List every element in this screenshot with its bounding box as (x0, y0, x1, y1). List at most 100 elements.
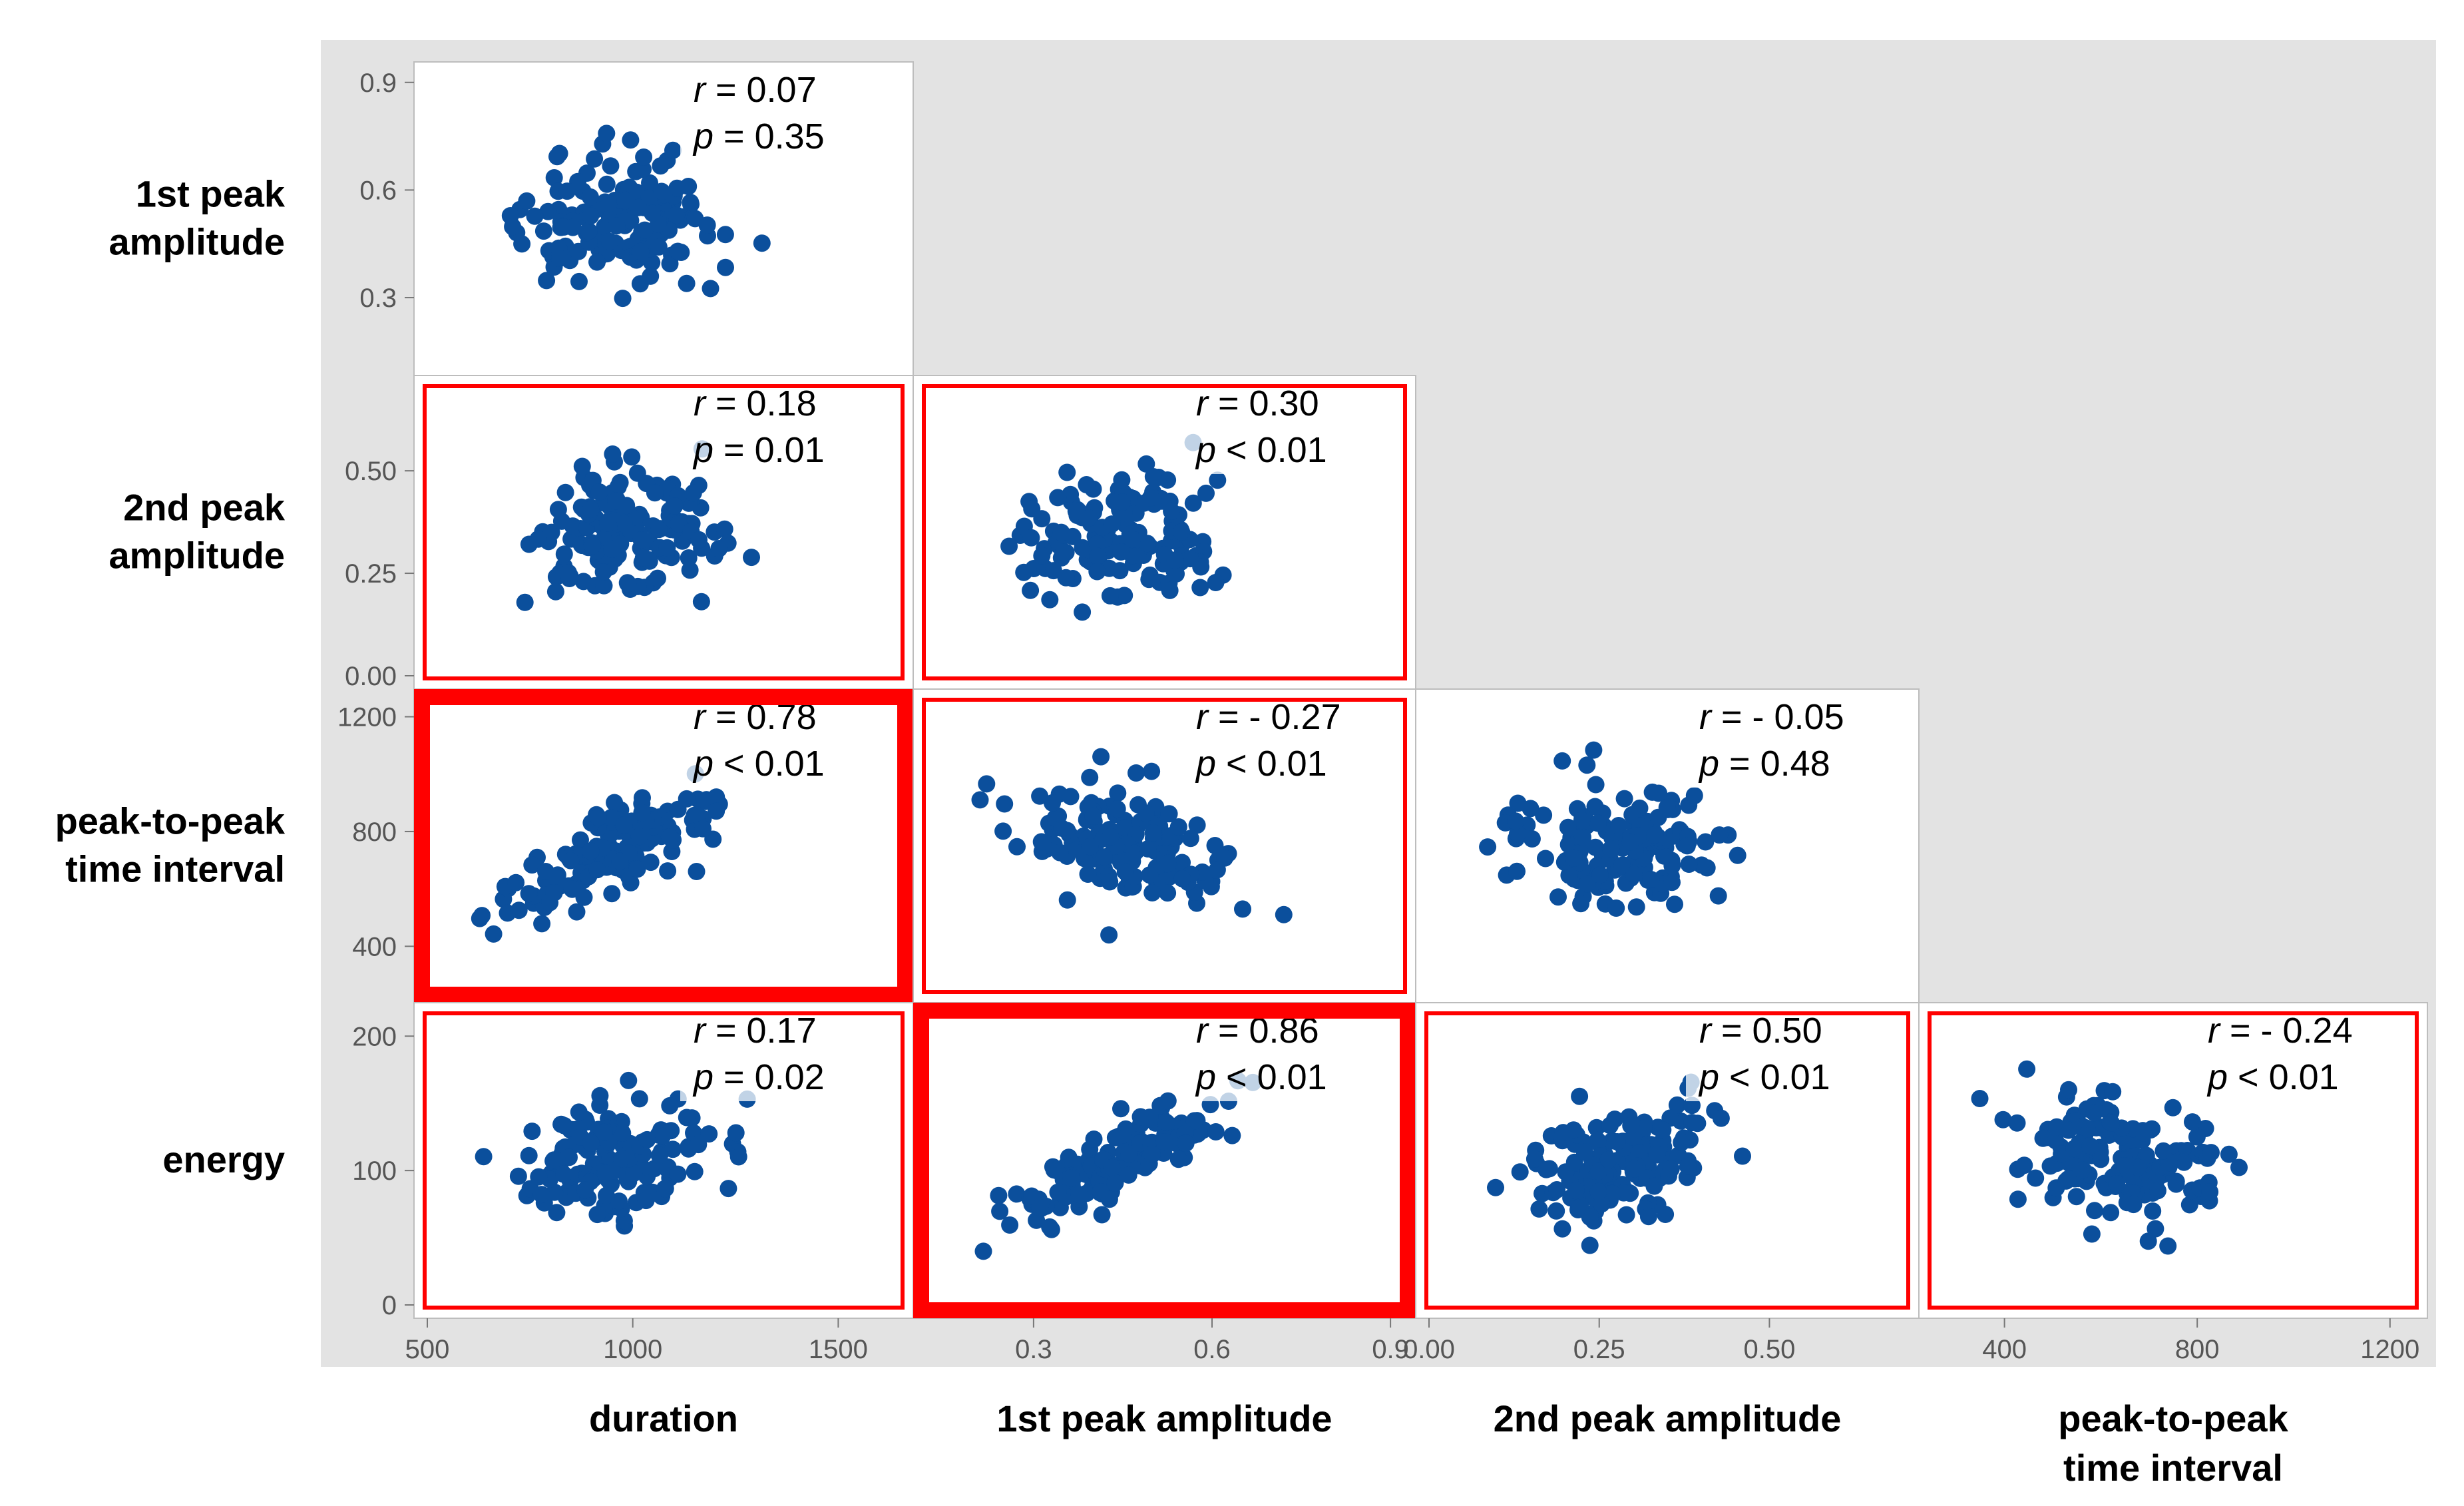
data-point (2102, 1204, 2120, 1222)
panel-peak1-vs-duration: r = 0.07 p = 0.35 (413, 61, 914, 376)
data-point (1530, 1200, 1548, 1218)
data-point (1207, 1123, 1225, 1140)
data-point (1062, 788, 1080, 806)
data-point (2230, 1158, 2248, 1176)
data-point (1185, 1112, 1203, 1130)
data-point (664, 1140, 682, 1158)
y-tick-label: 400 (352, 932, 397, 961)
data-point (1553, 752, 1571, 770)
data-point (1553, 1220, 1571, 1238)
data-points (471, 765, 728, 943)
p-value: < 0.01 (1216, 744, 1327, 784)
data-point (2184, 1113, 2201, 1131)
r-value-label: r = 0.18 (694, 383, 817, 423)
row-label: 1st peak amplitude (109, 173, 286, 263)
data-point (1655, 847, 1673, 865)
data-point (1023, 500, 1041, 518)
data-point (1157, 1113, 1175, 1131)
data-point (600, 195, 618, 213)
data-point (1625, 866, 1643, 883)
data-point (1657, 1206, 1675, 1223)
stat-backdrop (1686, 1008, 1912, 1101)
data-points (1971, 1060, 2248, 1255)
data-point (670, 515, 688, 533)
data-point (2065, 1140, 2083, 1158)
data-point (643, 254, 661, 272)
data-point (611, 852, 629, 870)
r-value: = 0.50 (1711, 1011, 1822, 1051)
data-point (1523, 830, 1541, 848)
data-point (1139, 840, 1157, 858)
data-point (1173, 870, 1191, 887)
data-point (1084, 807, 1102, 825)
data-point (1126, 844, 1143, 862)
data-point (2008, 1114, 2026, 1132)
data-point (602, 157, 620, 175)
y-tick-label: 0.25 (345, 559, 397, 589)
p-value-label: p < 0.01 (1195, 430, 1327, 470)
data-point (688, 863, 706, 880)
data-point (649, 569, 666, 587)
data-point (974, 1242, 992, 1260)
data-points (475, 1071, 756, 1235)
data-point (743, 549, 760, 567)
r-value: = - 0.05 (1711, 697, 1844, 737)
y-tick-label: 0.3 (359, 284, 397, 313)
data-point (2018, 1060, 2036, 1078)
x-tick-label: 500 (405, 1335, 450, 1364)
data-point (1712, 1109, 1730, 1127)
data-point (580, 222, 598, 240)
data-point (548, 1152, 566, 1170)
data-point (1155, 1133, 1173, 1151)
data-point (1169, 1150, 1187, 1168)
data-point (1166, 551, 1184, 569)
data-point (1093, 1206, 1111, 1224)
data-point (669, 1165, 687, 1183)
data-point (978, 775, 996, 793)
data-point (1137, 804, 1155, 822)
data-point (1663, 874, 1681, 891)
data-point (1141, 866, 1159, 884)
stat-backdrop (1183, 1008, 1409, 1101)
data-point (1613, 856, 1631, 874)
y-tick-label: 100 (352, 1156, 397, 1186)
data-point (563, 880, 581, 898)
data-point (656, 1180, 674, 1198)
data-point (603, 885, 621, 903)
data-point (622, 131, 640, 149)
data-point (1173, 854, 1191, 872)
r-value-label: r = - 0.24 (2208, 1011, 2353, 1051)
p-value-label: p = 0.02 (692, 1057, 825, 1097)
data-point (729, 1148, 747, 1166)
data-point (1625, 1160, 1643, 1178)
data-points (516, 440, 760, 611)
data-point (598, 125, 616, 142)
data-point (1603, 1184, 1621, 1202)
data-point (1573, 828, 1591, 846)
data-point (682, 194, 700, 212)
row-label: 2nd peak amplitude (109, 487, 286, 577)
x-tick-label: 0.3 (1015, 1335, 1052, 1364)
data-point (1662, 1160, 1680, 1178)
data-point (588, 861, 606, 879)
data-point (1548, 1181, 1566, 1198)
data-point (698, 216, 716, 234)
data-points (1479, 741, 1746, 917)
data-point (1609, 817, 1627, 834)
data-point (2047, 1132, 2065, 1150)
data-point (1540, 1160, 1558, 1178)
p-symbol: p (692, 430, 714, 470)
data-point (581, 188, 599, 206)
data-point (659, 862, 677, 880)
data-point (1621, 833, 1639, 851)
p-value: < 0.01 (714, 744, 825, 784)
significance-frame-thick (414, 689, 913, 1003)
data-point (1100, 926, 1118, 944)
data-point (2081, 1137, 2099, 1155)
row-label: energy (162, 1138, 285, 1180)
data-point (590, 483, 608, 501)
p-value-label: p < 0.01 (2206, 1057, 2339, 1097)
data-point (1078, 476, 1096, 493)
data-point (1181, 550, 1199, 568)
x-tick-label: 1000 (603, 1335, 662, 1364)
